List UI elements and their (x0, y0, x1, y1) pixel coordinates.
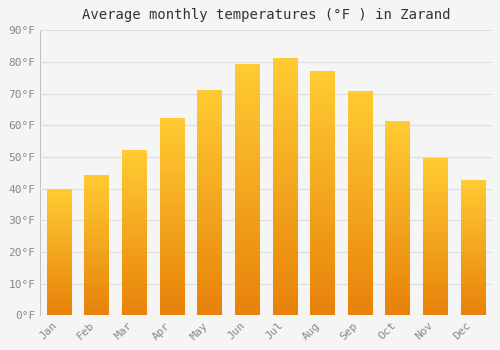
Title: Average monthly temperatures (°F ) in Zarand: Average monthly temperatures (°F ) in Za… (82, 8, 450, 22)
